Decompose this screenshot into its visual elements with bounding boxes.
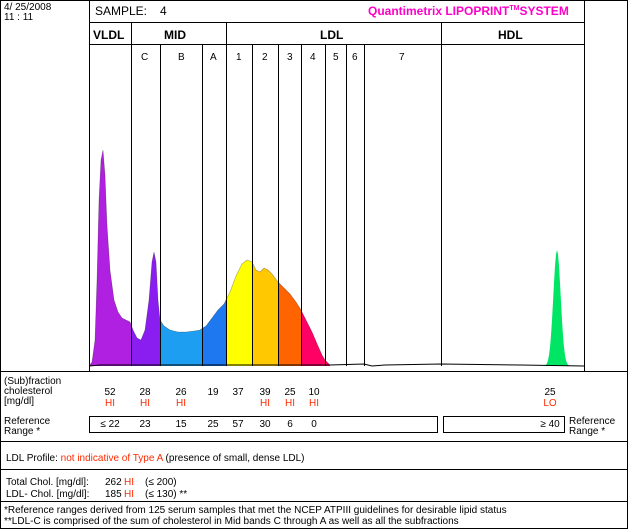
ref-ldl-4: 0 bbox=[311, 419, 317, 430]
total-chol-ref: (≤ 200) bbox=[145, 477, 177, 488]
area-mid-a bbox=[202, 300, 226, 366]
brand-suffix: SYSTEM bbox=[519, 4, 569, 18]
footnote-ldl: **LDL-C is comprised of the sum of chole… bbox=[4, 516, 459, 527]
area-ldl-4 bbox=[301, 310, 330, 366]
footnotes: *Reference ranges derived from 125 serum… bbox=[4, 505, 507, 527]
ref-label-right-line-2: Range * bbox=[569, 426, 606, 437]
ref-ldl-3: 6 bbox=[287, 419, 293, 430]
ldl-profile-result: not indicative of Type A bbox=[60, 453, 163, 464]
ldl-chol-ref: (≤ 130) ** bbox=[145, 489, 188, 500]
band-label-5: 5 bbox=[333, 52, 339, 63]
value-mid-a: 19 bbox=[207, 387, 219, 398]
area-mid-b bbox=[160, 320, 202, 366]
area-vldl bbox=[89, 150, 131, 366]
flag-vldl-total: HI bbox=[105, 398, 115, 409]
value-ldl-3: 25 bbox=[284, 387, 296, 398]
brand-name: Quantimetrix LIPOPRINT bbox=[368, 4, 510, 18]
band-label-3: 3 bbox=[287, 52, 293, 63]
value-ldl-1: 37 bbox=[232, 387, 244, 398]
flag-ldl-4: HI bbox=[309, 398, 319, 409]
subfraction-row-label: (Sub)fraction cholesterol [mg/dl] bbox=[4, 377, 61, 407]
row-label-line-1: (Sub)fraction bbox=[4, 376, 62, 387]
report-date: 4/ 25/2008 bbox=[4, 2, 52, 13]
total-chol-value: 262 bbox=[105, 477, 122, 488]
brand-title: Quantimetrix LIPOPRINTTMSYSTEM bbox=[368, 4, 569, 18]
row-label-line-2: cholesterol bbox=[4, 386, 53, 397]
value-mid-b: 26 bbox=[175, 387, 187, 398]
ref-mid-b: 15 bbox=[175, 419, 187, 430]
ref-hdl-total: ≥ 40 bbox=[540, 419, 560, 430]
ref-range-box-hdl bbox=[443, 416, 565, 433]
ref-vldl-total: ≤ 22 bbox=[100, 419, 120, 430]
ldl-profile-note: (presence of small, dense LDL) bbox=[165, 453, 305, 464]
ref-label-right-line-1: Reference bbox=[569, 416, 616, 427]
row-label-line-3: [mg/dl] bbox=[4, 396, 35, 407]
value-ldl-4: 10 bbox=[308, 387, 320, 398]
flag-ldl-2: HI bbox=[260, 398, 270, 409]
area-hdl bbox=[543, 250, 571, 366]
reference-range-label-left: Reference Range * bbox=[4, 417, 50, 437]
band-label-a: A bbox=[210, 52, 217, 63]
ref-ldl-1: 57 bbox=[232, 419, 244, 430]
ldl-chol-flag: HI bbox=[124, 489, 134, 500]
ldl-chol-label: LDL- Chol. [mg/dl]: bbox=[6, 489, 90, 500]
ref-mid-a: 25 bbox=[207, 419, 219, 430]
value-ldl-2: 39 bbox=[259, 387, 271, 398]
ref-label-left-line-2: Range * bbox=[4, 426, 41, 437]
ref-label-left-line-1: Reference bbox=[4, 416, 51, 427]
reference-range-label-right: Reference Range * bbox=[569, 417, 615, 437]
ref-ldl-2: 30 bbox=[259, 419, 271, 430]
value-vldl-total: 52 bbox=[104, 387, 116, 398]
ldl-profile-label: LDL Profile: bbox=[6, 453, 58, 464]
value-mid-c: 28 bbox=[139, 387, 151, 398]
area-ldl-2 bbox=[252, 262, 278, 366]
flag-ldl-3: HI bbox=[285, 398, 295, 409]
total-chol-label: Total Chol. [mg/dl]: bbox=[6, 477, 89, 488]
band-label-6: 6 bbox=[352, 52, 358, 63]
band-label-1: 1 bbox=[236, 52, 242, 63]
flag-mid-c: HI bbox=[140, 398, 150, 409]
group-label-ldl: LDL bbox=[320, 28, 344, 42]
report-time: 11 : 11 bbox=[4, 12, 34, 23]
band-label-2: 2 bbox=[262, 52, 268, 63]
ref-mid-c: 23 bbox=[139, 419, 151, 430]
group-label-mid: MID bbox=[164, 28, 186, 42]
footnote-reference: *Reference ranges derived from 125 serum… bbox=[4, 505, 507, 516]
band-label-7: 7 bbox=[399, 52, 405, 63]
band-label-b: B bbox=[178, 52, 185, 63]
fraction-areas bbox=[88, 149, 571, 367]
total-chol-flag: HI bbox=[124, 477, 134, 488]
brand-tm: TM bbox=[509, 5, 520, 12]
ldl-chol-value: 185 bbox=[105, 489, 122, 500]
flag-hdl-total: LO bbox=[543, 398, 557, 409]
band-label-c: C bbox=[141, 52, 149, 63]
area-mid-c bbox=[131, 252, 160, 366]
band-label-4: 4 bbox=[310, 52, 316, 63]
band-separators bbox=[131, 22, 442, 366]
value-hdl-total: 25 bbox=[544, 387, 556, 398]
area-ldl-3 bbox=[278, 282, 301, 366]
ref-range-box-main bbox=[89, 416, 438, 433]
group-label-vldl: VLDL bbox=[93, 28, 125, 42]
sample-label: SAMPLE: bbox=[95, 4, 148, 18]
group-label-hdl: HDL bbox=[498, 28, 523, 42]
area-ldl-1 bbox=[226, 260, 252, 366]
trace-outline bbox=[88, 149, 331, 367]
ldl-profile: LDL Profile: not indicative of Type A (p… bbox=[6, 453, 305, 464]
flag-mid-b: HI bbox=[176, 398, 186, 409]
sample-value: 4 bbox=[160, 4, 167, 18]
baseline-trace bbox=[88, 363, 585, 367]
